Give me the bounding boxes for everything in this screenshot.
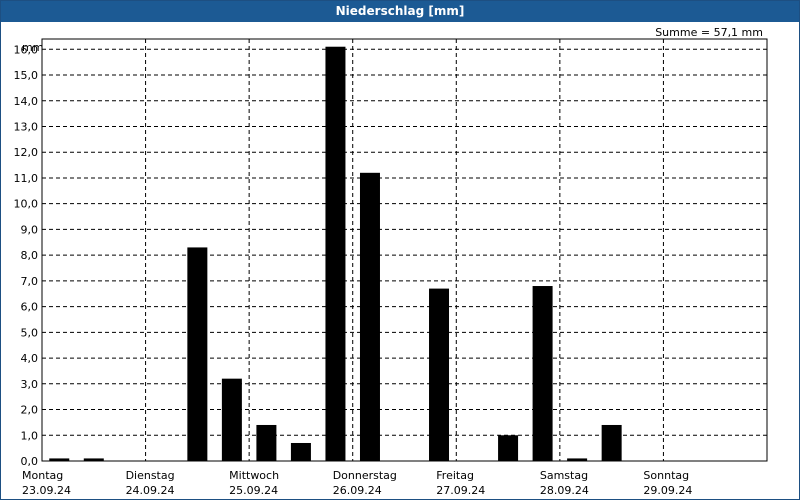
- y-tick-label: 4,0: [21, 352, 39, 365]
- axes: [41, 38, 768, 462]
- bar: [325, 46, 346, 461]
- y-tick-label: 12,0: [14, 146, 39, 159]
- x-date-label: 29.09.24: [643, 484, 692, 497]
- bar: [532, 286, 553, 461]
- bar: [187, 247, 208, 461]
- x-date-label: 25.09.24: [229, 484, 278, 497]
- total-sum-label: Summe = 57,1 mm: [655, 26, 763, 39]
- y-tick-label: 11,0: [14, 172, 39, 185]
- bar: [221, 378, 242, 461]
- bars: [49, 46, 622, 461]
- x-day-name-label: Sonntag: [643, 469, 689, 482]
- y-tick-label: 6,0: [21, 301, 39, 314]
- x-date-label: 27.09.24: [436, 484, 485, 497]
- x-day-name-label: Montag: [22, 469, 63, 482]
- plot-frame: [41, 38, 768, 462]
- y-tick-label: 5,0: [21, 326, 39, 339]
- y-tick-label: 7,0: [21, 275, 39, 288]
- y-tick-label: 1,0: [21, 429, 39, 442]
- bar: [49, 458, 70, 461]
- y-tick-label: 0,0: [21, 455, 39, 468]
- bar: [498, 435, 519, 461]
- x-date-label: 26.09.24: [333, 484, 382, 497]
- grid: [42, 39, 767, 461]
- bar: [429, 288, 450, 461]
- chart-title: Niederschlag [mm]: [1, 1, 799, 22]
- y-tick-label: 15,0: [14, 69, 39, 82]
- bar: [83, 458, 104, 461]
- bar: [256, 424, 277, 461]
- x-day-name-label: Mittwoch: [229, 469, 279, 482]
- y-tick-label: 13,0: [14, 120, 39, 133]
- bar: [567, 458, 588, 461]
- bar: [359, 172, 380, 461]
- x-day-name-label: Donnerstag: [333, 469, 397, 482]
- y-tick-label: 9,0: [21, 223, 39, 236]
- x-date-label: 23.09.24: [22, 484, 71, 497]
- y-tick-label: 3,0: [21, 378, 39, 391]
- y-tick-label: 14,0: [14, 95, 39, 108]
- x-day-name-label: Dienstag: [126, 469, 175, 482]
- y-axis-label: mm: [22, 41, 43, 54]
- labels: 0,0 1,0 2,0 3,0 4,0 5,0 6,0 7,0 8,0 9,0 10,0 11,0 12…: [14, 41, 693, 497]
- x-date-label: 24.09.24: [126, 484, 175, 497]
- x-date-label: 28.09.24: [540, 484, 589, 497]
- y-tick-label: 8,0: [21, 249, 39, 262]
- y-tick-label: 16,0: [14, 43, 39, 56]
- bar: [290, 442, 311, 461]
- bar: [601, 424, 622, 461]
- y-tick-label: 2,0: [21, 404, 39, 417]
- x-day-name-label: Samstag: [540, 469, 588, 482]
- y-tick-label: 10,0: [14, 198, 39, 211]
- x-day-name-label: Freitag: [436, 469, 474, 482]
